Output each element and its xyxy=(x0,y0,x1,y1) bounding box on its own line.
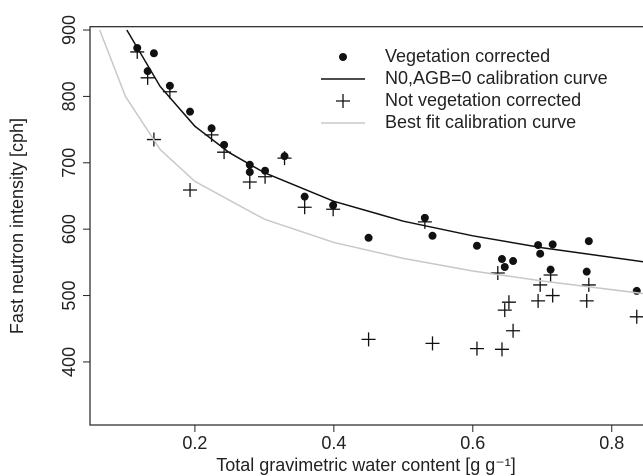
point xyxy=(490,265,505,280)
point xyxy=(531,293,546,308)
point xyxy=(258,169,273,184)
y-tick-label: 600 xyxy=(59,214,79,244)
point xyxy=(277,151,292,166)
point xyxy=(494,342,509,357)
legend-symbol xyxy=(339,53,347,61)
plot-area xyxy=(99,29,643,357)
point xyxy=(500,263,509,272)
point xyxy=(297,200,312,215)
x-tick-label: 0.8 xyxy=(599,433,624,453)
point xyxy=(582,267,591,276)
point xyxy=(300,192,309,201)
curve xyxy=(126,29,643,263)
point xyxy=(417,214,432,229)
point xyxy=(425,336,440,351)
y-tick-label: 900 xyxy=(59,15,79,45)
point xyxy=(501,295,516,310)
point xyxy=(509,257,518,266)
point xyxy=(545,288,560,303)
x-axis-label: Total gravimetric water content [g g⁻¹] xyxy=(216,455,516,475)
point xyxy=(543,267,558,282)
point xyxy=(242,175,257,190)
legend-label: Best fit calibration curve xyxy=(385,112,576,132)
y-tick-label: 400 xyxy=(59,347,79,377)
point xyxy=(364,233,373,242)
point xyxy=(130,44,145,59)
y-tick-label: 700 xyxy=(59,148,79,178)
point xyxy=(183,183,198,198)
point xyxy=(497,303,512,318)
y-axis-label: Fast neutron intensity [cph] xyxy=(7,118,27,334)
point xyxy=(629,309,643,324)
point xyxy=(584,237,593,246)
legend-label: Not vegetation corrected xyxy=(385,90,581,110)
point xyxy=(497,255,506,264)
point xyxy=(186,107,195,116)
y-tick-label: 800 xyxy=(59,81,79,111)
point xyxy=(548,240,557,249)
legend-label: Vegetation corrected xyxy=(385,46,550,66)
point xyxy=(204,127,219,142)
y-tick-label: 500 xyxy=(59,281,79,311)
point xyxy=(579,293,594,308)
point xyxy=(162,84,177,99)
point xyxy=(536,249,545,258)
point xyxy=(428,231,437,240)
point xyxy=(245,168,254,177)
x-tick-label: 0.6 xyxy=(460,433,485,453)
legend-label: N0,AGB=0 calibration curve xyxy=(385,68,608,88)
x-tick-label: 0.2 xyxy=(182,433,207,453)
point xyxy=(469,341,484,356)
point xyxy=(581,277,596,292)
x-tick-label: 0.4 xyxy=(321,433,346,453)
point xyxy=(326,202,341,217)
curve xyxy=(99,29,643,295)
point xyxy=(506,323,521,338)
point xyxy=(149,49,158,58)
point xyxy=(472,241,481,250)
point xyxy=(361,332,376,347)
legend-symbol xyxy=(336,94,350,108)
point xyxy=(140,70,155,85)
plot-frame xyxy=(89,26,643,426)
point xyxy=(217,145,232,160)
